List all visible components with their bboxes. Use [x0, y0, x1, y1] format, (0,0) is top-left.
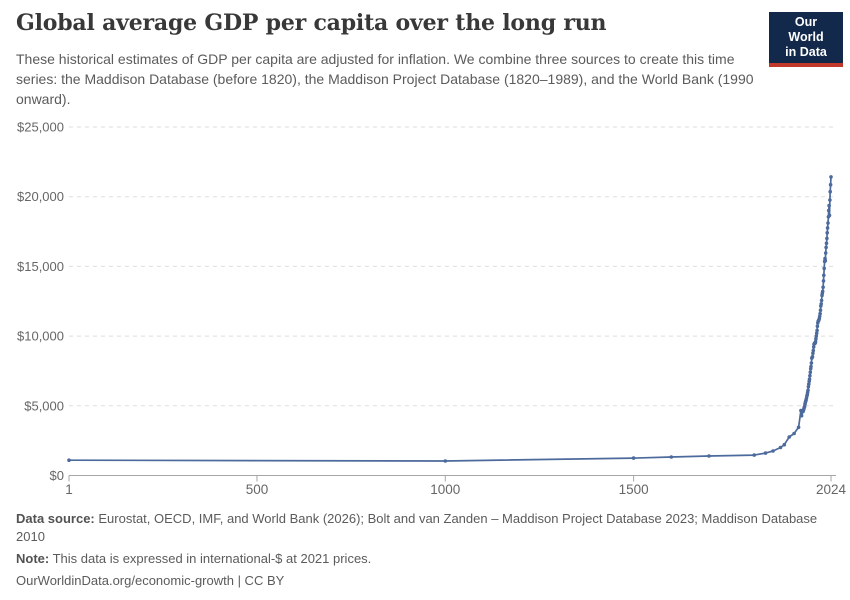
y-axis-tick-label: $20,000 [17, 189, 64, 204]
y-axis-tick-label: $0 [50, 468, 64, 483]
data-point[interactable] [822, 273, 826, 278]
data-point[interactable] [796, 425, 801, 430]
data-point[interactable] [809, 361, 814, 365]
data-point[interactable] [814, 331, 819, 336]
data-point[interactable] [807, 382, 811, 386]
data-point[interactable] [631, 456, 636, 460]
data-point[interactable] [810, 354, 815, 359]
data-point[interactable] [763, 451, 768, 455]
data-point[interactable] [822, 266, 826, 271]
y-axis-tick-label: $10,000 [17, 329, 64, 344]
owid-logo[interactable]: Our World in Data [769, 12, 843, 67]
data-point[interactable] [818, 311, 822, 316]
data-point[interactable] [827, 213, 832, 218]
data-point[interactable] [808, 373, 812, 378]
data-point[interactable] [752, 453, 756, 457]
data-point[interactable] [818, 308, 823, 313]
datasource-label: Data source: [16, 511, 95, 526]
citation-line: OurWorldinData.org/economic-growth | CC … [16, 572, 822, 590]
datasource-line: Data source: Eurostat, OECD, IMF, and Wo… [16, 510, 822, 546]
data-point[interactable] [811, 345, 816, 349]
data-point[interactable] [823, 251, 828, 255]
data-point[interactable] [828, 198, 832, 202]
x-axis-tick-label: 1000 [430, 482, 460, 497]
data-point[interactable] [787, 435, 791, 439]
y-axis-tick-label: $15,000 [17, 259, 64, 274]
data-point[interactable] [814, 336, 818, 341]
data-point[interactable] [825, 236, 829, 241]
data-line-world[interactable] [68, 176, 832, 462]
data-point[interactable] [771, 449, 775, 453]
data-point[interactable] [825, 226, 830, 230]
datasource-text: Eurostat, OECD, IMF, and World Bank (202… [16, 511, 818, 544]
data-point[interactable] [811, 348, 816, 353]
owid-logo-line2: in Data [785, 45, 827, 59]
data-point[interactable] [821, 279, 826, 283]
note-text: This data is expressed in international-… [52, 550, 372, 566]
note-line: Note: This data is expressed in internat… [16, 550, 822, 568]
data-point[interactable] [828, 182, 833, 187]
data-point[interactable] [782, 442, 787, 447]
x-axis-tick-label: 1500 [619, 482, 649, 497]
data-point[interactable] [824, 241, 829, 246]
data-point[interactable] [823, 258, 828, 263]
data-point[interactable] [819, 298, 824, 303]
chart-subtitle: These historical estimates of GDP per ca… [16, 51, 754, 107]
data-point[interactable] [807, 377, 812, 382]
chart-footer: Data source: Eurostat, OECD, IMF, and Wo… [16, 510, 822, 594]
data-point[interactable] [826, 221, 830, 225]
data-point[interactable] [815, 324, 820, 329]
data-point[interactable] [828, 189, 832, 194]
data-point[interactable] [669, 455, 674, 459]
data-point[interactable] [808, 370, 813, 375]
owid-logo-line1: Our World [788, 15, 824, 44]
data-point[interactable] [806, 385, 811, 389]
data-point[interactable] [820, 289, 825, 294]
data-point[interactable] [819, 302, 823, 306]
x-axis-tick-label: 2024 [816, 482, 847, 497]
data-point[interactable] [809, 364, 813, 369]
y-axis-tick-label: $25,000 [17, 120, 64, 135]
y-axis-tick-label: $5,000 [24, 398, 64, 413]
data-point[interactable] [821, 285, 825, 290]
data-point[interactable] [813, 339, 818, 344]
x-axis-tick-label: 1 [65, 482, 73, 497]
data-point[interactable] [799, 413, 804, 418]
data-point[interactable] [824, 245, 828, 250]
data-point[interactable] [778, 445, 783, 450]
data-point[interactable] [806, 388, 810, 393]
data-point[interactable] [707, 454, 711, 458]
citation-link[interactable]: OurWorldinData.org/economic-growth | CC … [16, 572, 285, 588]
data-point[interactable] [826, 208, 831, 213]
data-point[interactable] [792, 431, 796, 436]
x-axis-tick-label: 500 [246, 482, 269, 497]
data-point[interactable] [443, 459, 448, 463]
page-title: Global average GDP per capita over the l… [16, 10, 607, 36]
data-point[interactable] [815, 328, 819, 333]
data-point[interactable] [811, 351, 815, 356]
data-point[interactable] [827, 203, 831, 208]
data-point[interactable] [67, 458, 71, 463]
data-point[interactable] [829, 175, 833, 179]
data-point[interactable] [817, 314, 822, 319]
note-label: Note: [16, 550, 50, 566]
data-point[interactable] [825, 231, 829, 235]
data-point[interactable] [814, 334, 819, 338]
